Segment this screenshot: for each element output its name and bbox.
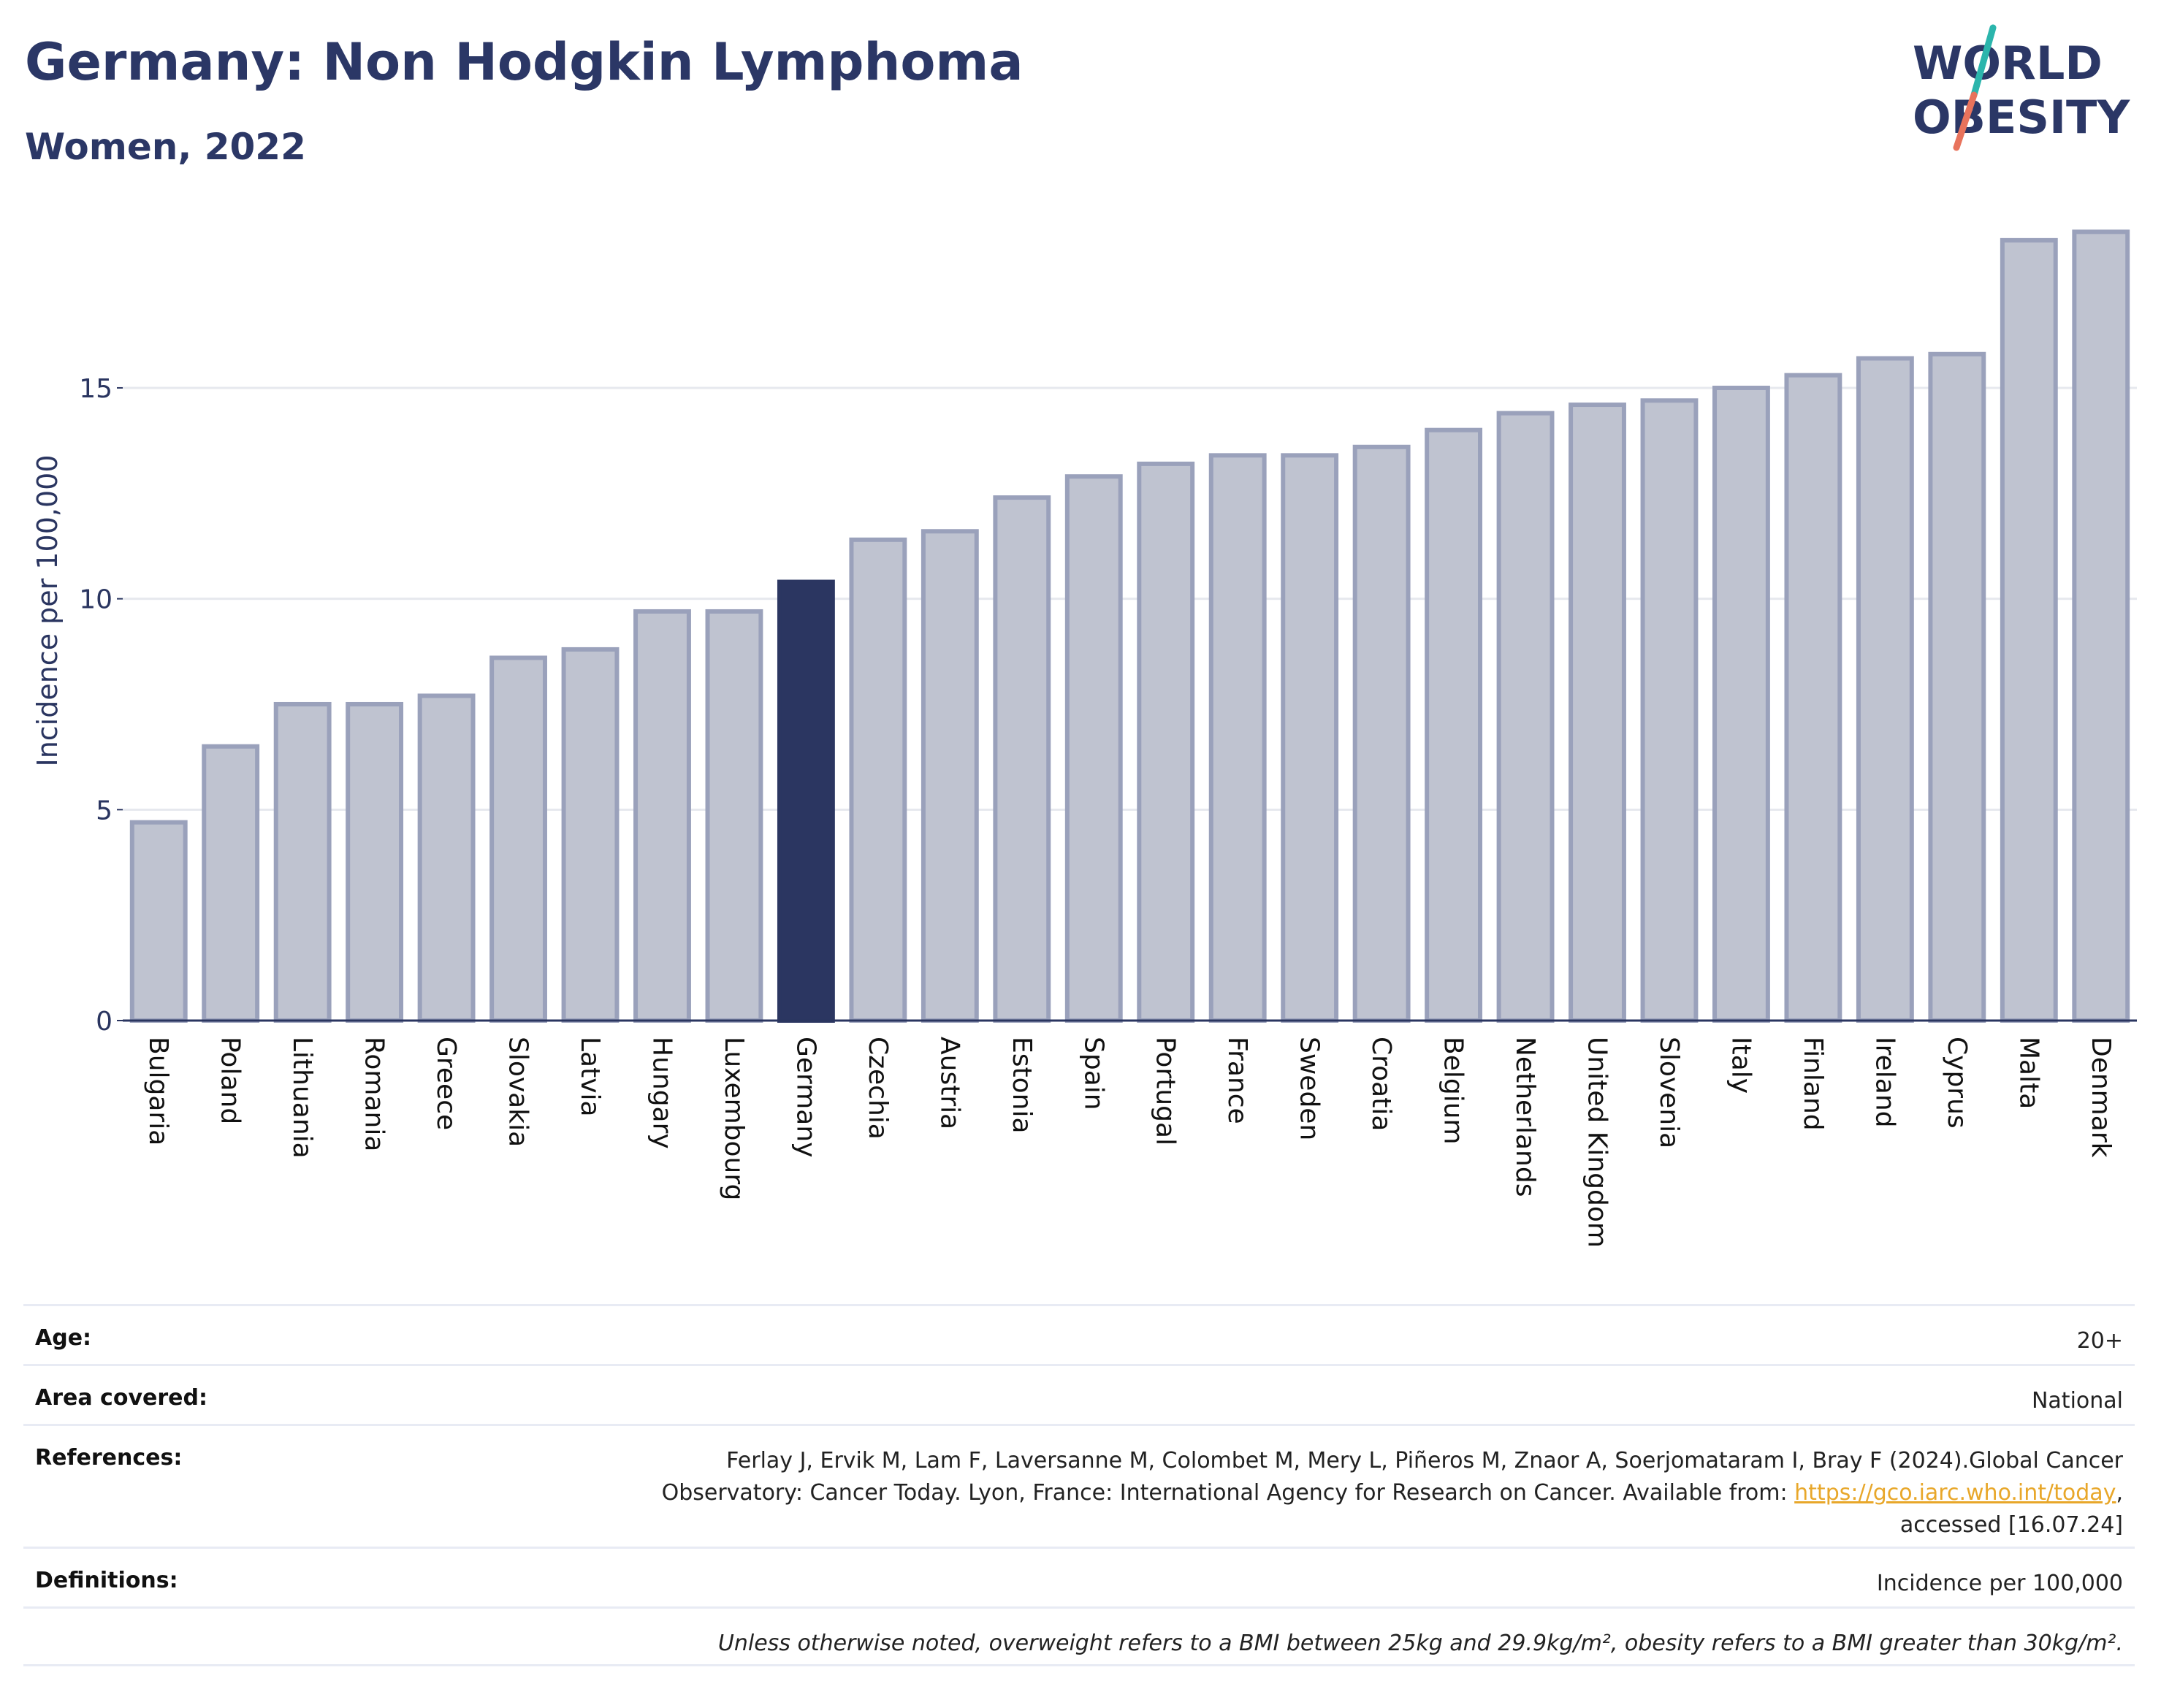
bar-france: [1208, 453, 1267, 1023]
x-tick-label: Slovakia: [503, 1037, 533, 1147]
age-value: 20+: [2076, 1328, 2123, 1354]
bar-lithuania: [273, 701, 332, 1023]
x-tick-label: Netherlands: [1510, 1037, 1540, 1197]
logo-slash-bottom: [1953, 91, 1978, 151]
x-tick-label: Austria: [934, 1037, 964, 1129]
page-title: Germany: Non Hodgkin Lymphoma: [25, 32, 1024, 92]
bar-united-kingdom: [1569, 403, 1626, 1023]
references-line3: accessed [16.07.24]: [1899, 1512, 2123, 1538]
bar-austria: [921, 529, 979, 1023]
bar-hungary: [633, 609, 691, 1023]
references-link[interactable]: https://gco.iarc.who.int/today: [1794, 1480, 2116, 1506]
bar-greece: [417, 693, 476, 1023]
x-tick-label: Sweden: [1295, 1037, 1325, 1140]
bar-slovakia: [489, 655, 547, 1023]
bar-sweden: [1281, 453, 1339, 1023]
bar-estonia: [993, 495, 1051, 1023]
meta-row-note: Unless otherwise noted, overweight refer…: [23, 1606, 2135, 1666]
bar-czechia: [849, 537, 907, 1023]
references-line2-suffix: ,: [2116, 1480, 2123, 1506]
bar-chart: 0 5 10 15 Bulgaria Poland Lithuania Romania Gree…: [31, 229, 2137, 1248]
x-tick-label: Romania: [359, 1037, 389, 1151]
area-label: Area covered:: [35, 1385, 207, 1411]
x-tick-label: United Kingdom: [1582, 1037, 1612, 1248]
bar-netherlands: [1496, 411, 1555, 1023]
references-line1: Ferlay J, Ervik M, Lam F, Laversanne M, …: [726, 1448, 2123, 1473]
x-tick-label: Belgium: [1438, 1037, 1468, 1145]
bar-layer: [129, 229, 2130, 1023]
axis-layer: 0 5 10 15 Bulgaria Poland Lithuania Romania Gree…: [79, 374, 2137, 1248]
x-tick-label: Croatia: [1366, 1037, 1396, 1131]
bar-slovenia: [1640, 398, 1699, 1023]
references-line2: Observatory: Cancer Today. Lyon, France:…: [662, 1477, 2123, 1509]
x-tick-label: Germany: [790, 1037, 820, 1157]
logo-slash-top: [1970, 24, 1997, 99]
bar-romania: [346, 701, 404, 1023]
x-tick-label: Hungary: [647, 1037, 676, 1149]
bar-poland: [202, 744, 260, 1023]
page-subtitle: Women, 2022: [25, 126, 306, 168]
bar-italy: [1712, 385, 1770, 1023]
x-tick-label: Greece: [431, 1037, 461, 1130]
references-value: Ferlay J, Ervik M, Lam F, Laversanne M, …: [662, 1445, 2123, 1547]
logo-line2: OBESITY: [1913, 91, 2130, 144]
definitions-value: Incidence per 100,000: [1876, 1571, 2123, 1596]
bar-cyprus: [1928, 351, 1986, 1023]
bar-denmark: [2072, 229, 2130, 1023]
y-tick-label: 0: [96, 1007, 113, 1037]
world-obesity-logo: WORLD OBESITY: [1913, 24, 2130, 151]
x-tick-label: Lithuania: [287, 1037, 317, 1159]
x-tick-label: Spain: [1078, 1037, 1108, 1110]
references-label: References:: [35, 1445, 183, 1471]
x-tick-label: Finland: [1798, 1037, 1828, 1131]
x-tick-label: Estonia: [1007, 1037, 1037, 1134]
x-tick-label: Cyprus: [1942, 1037, 1972, 1129]
area-value: National: [2031, 1388, 2123, 1414]
bar-portugal: [1137, 461, 1195, 1023]
meta-row-age: Age: 20+: [23, 1304, 2135, 1364]
bar-latvia: [561, 647, 620, 1023]
y-tick-label: 5: [96, 796, 113, 826]
bar-belgium: [1425, 427, 1483, 1023]
x-tick-label: Slovenia: [1654, 1037, 1684, 1148]
definitions-label: Definitions:: [35, 1568, 178, 1593]
bar-finland: [1784, 373, 1842, 1023]
metadata-table: Age: 20+ Area covered: National Referenc…: [23, 1304, 2135, 1666]
x-tick-label: France: [1222, 1037, 1252, 1124]
x-tick-label: Malta: [2013, 1037, 2043, 1109]
meta-row-references: References: Ferlay J, Ervik M, Lam F, La…: [23, 1424, 2135, 1547]
y-tick-label: 10: [79, 585, 113, 615]
y-tick-label: 15: [79, 374, 113, 404]
x-tick-label: Bulgaria: [143, 1037, 173, 1145]
bar-malta: [2000, 237, 2058, 1023]
x-tick-label: Denmark: [2086, 1037, 2116, 1158]
logo-line1: WORLD: [1913, 37, 2103, 90]
bar-luxembourg: [705, 609, 763, 1023]
bar-croatia: [1352, 444, 1411, 1023]
references-line2-prefix: Observatory: Cancer Today. Lyon, France:…: [661, 1480, 1795, 1506]
y-axis-label: Incidence per 100,000: [31, 454, 64, 766]
meta-row-definitions: Definitions: Incidence per 100,000: [23, 1547, 2135, 1606]
x-tick-label: Czechia: [863, 1037, 893, 1140]
x-tick-label: Poland: [216, 1037, 245, 1124]
bmi-note: Unless otherwise noted, overweight refer…: [717, 1631, 2123, 1656]
x-tick-label: Latvia: [575, 1037, 605, 1117]
age-label: Age:: [35, 1325, 92, 1351]
x-tick-label: Ireland: [1870, 1037, 1899, 1128]
x-tick-label: Luxembourg: [719, 1037, 749, 1200]
bar-ireland: [1856, 356, 1914, 1023]
bar-germany: [777, 579, 835, 1023]
x-tick-label: Portugal: [1151, 1037, 1181, 1145]
x-tick-label: Italy: [1726, 1037, 1756, 1094]
bar-bulgaria: [129, 820, 188, 1023]
meta-row-area: Area covered: National: [23, 1364, 2135, 1424]
bar-spain: [1064, 474, 1123, 1023]
